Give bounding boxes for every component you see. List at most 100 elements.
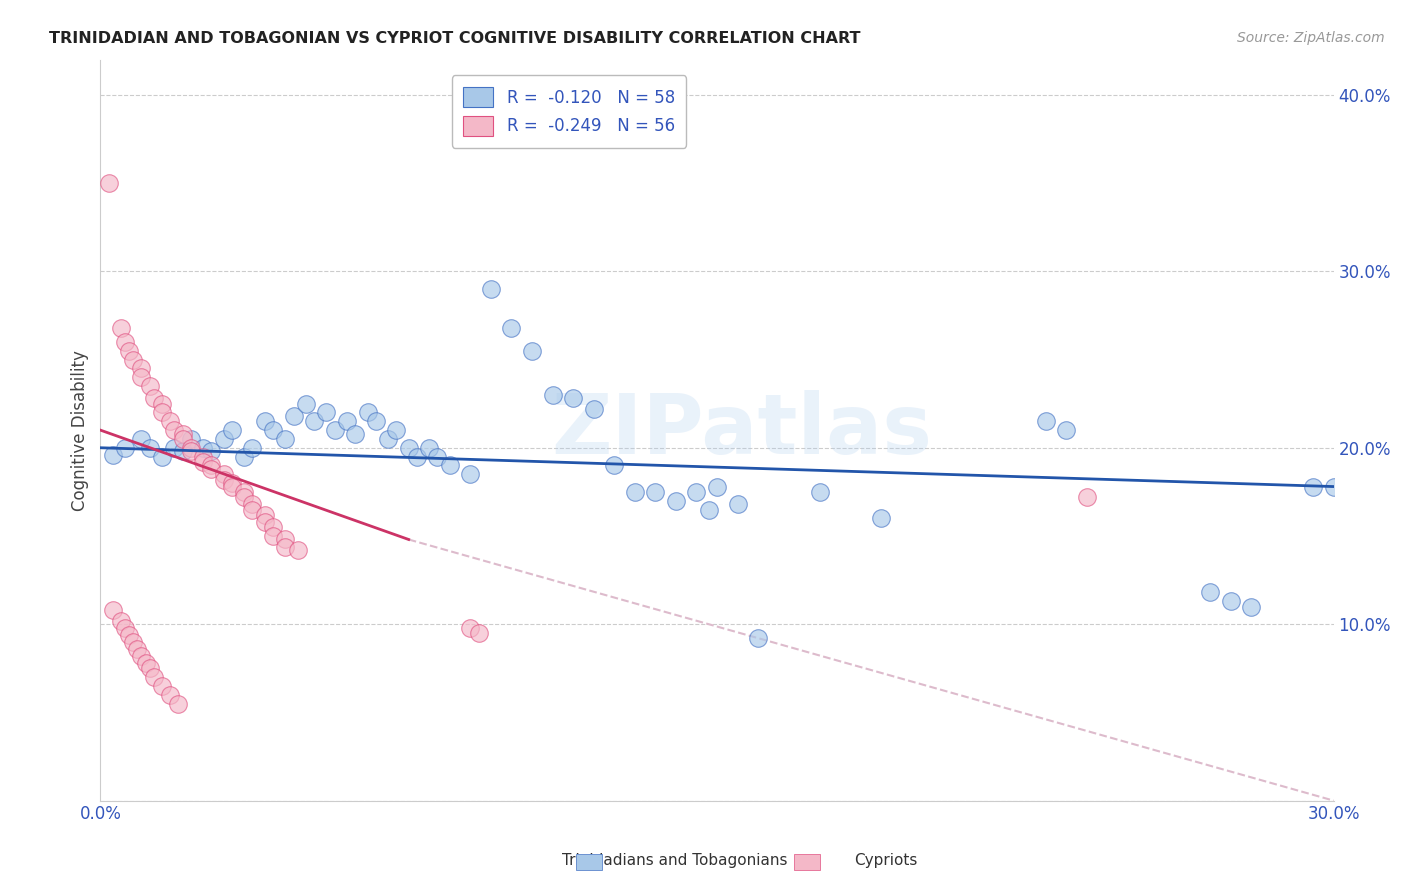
Point xyxy=(665,493,688,508)
Text: TRINIDADIAN AND TOBAGONIAN VS CYPRIOT COGNITIVE DISABILITY CORRELATION CHART: TRINIDADIAN AND TOBAGONIAN VS CYPRIOT CO… xyxy=(49,31,860,46)
Point xyxy=(159,688,181,702)
Point xyxy=(262,423,284,437)
Point xyxy=(233,450,256,464)
Legend: R =  -0.120   N = 58, R =  -0.249   N = 56: R = -0.120 N = 58, R = -0.249 N = 56 xyxy=(451,75,686,148)
Point xyxy=(172,444,194,458)
Point xyxy=(385,423,408,437)
Point xyxy=(406,450,429,464)
Point xyxy=(242,502,264,516)
Text: ZIPatlas: ZIPatlas xyxy=(551,390,932,471)
Point xyxy=(233,484,256,499)
Point xyxy=(562,392,585,406)
Point xyxy=(287,543,309,558)
Point xyxy=(172,432,194,446)
Point xyxy=(212,473,235,487)
Point xyxy=(283,409,305,423)
Point xyxy=(323,423,346,437)
Point xyxy=(467,626,489,640)
Point xyxy=(479,282,502,296)
Point xyxy=(808,484,831,499)
Point xyxy=(131,432,153,446)
Point xyxy=(200,444,222,458)
Point xyxy=(727,497,749,511)
Point xyxy=(274,540,297,554)
Point xyxy=(221,479,243,493)
Point xyxy=(163,441,186,455)
Text: Source: ZipAtlas.com: Source: ZipAtlas.com xyxy=(1237,31,1385,45)
Point xyxy=(150,679,173,693)
Point xyxy=(221,476,243,491)
Point xyxy=(167,697,190,711)
Point xyxy=(122,635,145,649)
Y-axis label: Cognitive Disability: Cognitive Disability xyxy=(72,350,89,510)
Point xyxy=(623,484,645,499)
Point xyxy=(1302,479,1324,493)
Point xyxy=(706,479,728,493)
Point xyxy=(101,448,124,462)
Point xyxy=(295,397,318,411)
Point xyxy=(163,423,186,437)
Point xyxy=(344,426,367,441)
Point xyxy=(131,361,153,376)
Point xyxy=(439,458,461,473)
Point xyxy=(697,502,720,516)
Point xyxy=(150,405,173,419)
Point xyxy=(101,603,124,617)
Text: Trinidadians and Tobagonians: Trinidadians and Tobagonians xyxy=(562,854,787,868)
Point xyxy=(159,414,181,428)
Point xyxy=(364,414,387,428)
Point xyxy=(1323,479,1346,493)
Point xyxy=(253,508,276,522)
Point xyxy=(398,441,420,455)
Point xyxy=(118,343,141,358)
Point xyxy=(200,458,222,473)
Point xyxy=(336,414,359,428)
Point xyxy=(180,441,202,455)
Point xyxy=(1240,599,1263,614)
Point xyxy=(377,432,399,446)
Point xyxy=(131,370,153,384)
Point xyxy=(1076,490,1098,504)
Point xyxy=(114,441,136,455)
Point xyxy=(603,458,626,473)
Point xyxy=(233,490,256,504)
Point xyxy=(302,414,325,428)
Point xyxy=(122,352,145,367)
Point xyxy=(242,497,264,511)
Point xyxy=(172,426,194,441)
Point xyxy=(131,648,153,663)
Point xyxy=(685,484,707,499)
Point xyxy=(118,628,141,642)
Point xyxy=(138,661,160,675)
Point xyxy=(315,405,337,419)
Point xyxy=(110,320,132,334)
Point xyxy=(180,444,202,458)
Point xyxy=(541,388,564,402)
Point xyxy=(426,450,449,464)
Point xyxy=(520,343,543,358)
Point xyxy=(114,621,136,635)
Point xyxy=(138,379,160,393)
Point xyxy=(1035,414,1057,428)
Point xyxy=(747,632,769,646)
Point xyxy=(212,432,235,446)
Point xyxy=(191,455,214,469)
Point xyxy=(274,533,297,547)
Point xyxy=(212,467,235,482)
Point xyxy=(262,529,284,543)
Point xyxy=(191,441,214,455)
Point xyxy=(262,520,284,534)
Point xyxy=(582,401,605,416)
Point xyxy=(150,450,173,464)
Point xyxy=(200,462,222,476)
Point xyxy=(97,176,120,190)
Point xyxy=(501,320,523,334)
Point xyxy=(1199,585,1222,599)
Text: Cypriots: Cypriots xyxy=(853,854,918,868)
Point xyxy=(253,414,276,428)
Point xyxy=(644,484,666,499)
Point xyxy=(191,450,214,464)
Point xyxy=(253,515,276,529)
Point xyxy=(1054,423,1077,437)
Point xyxy=(138,441,160,455)
